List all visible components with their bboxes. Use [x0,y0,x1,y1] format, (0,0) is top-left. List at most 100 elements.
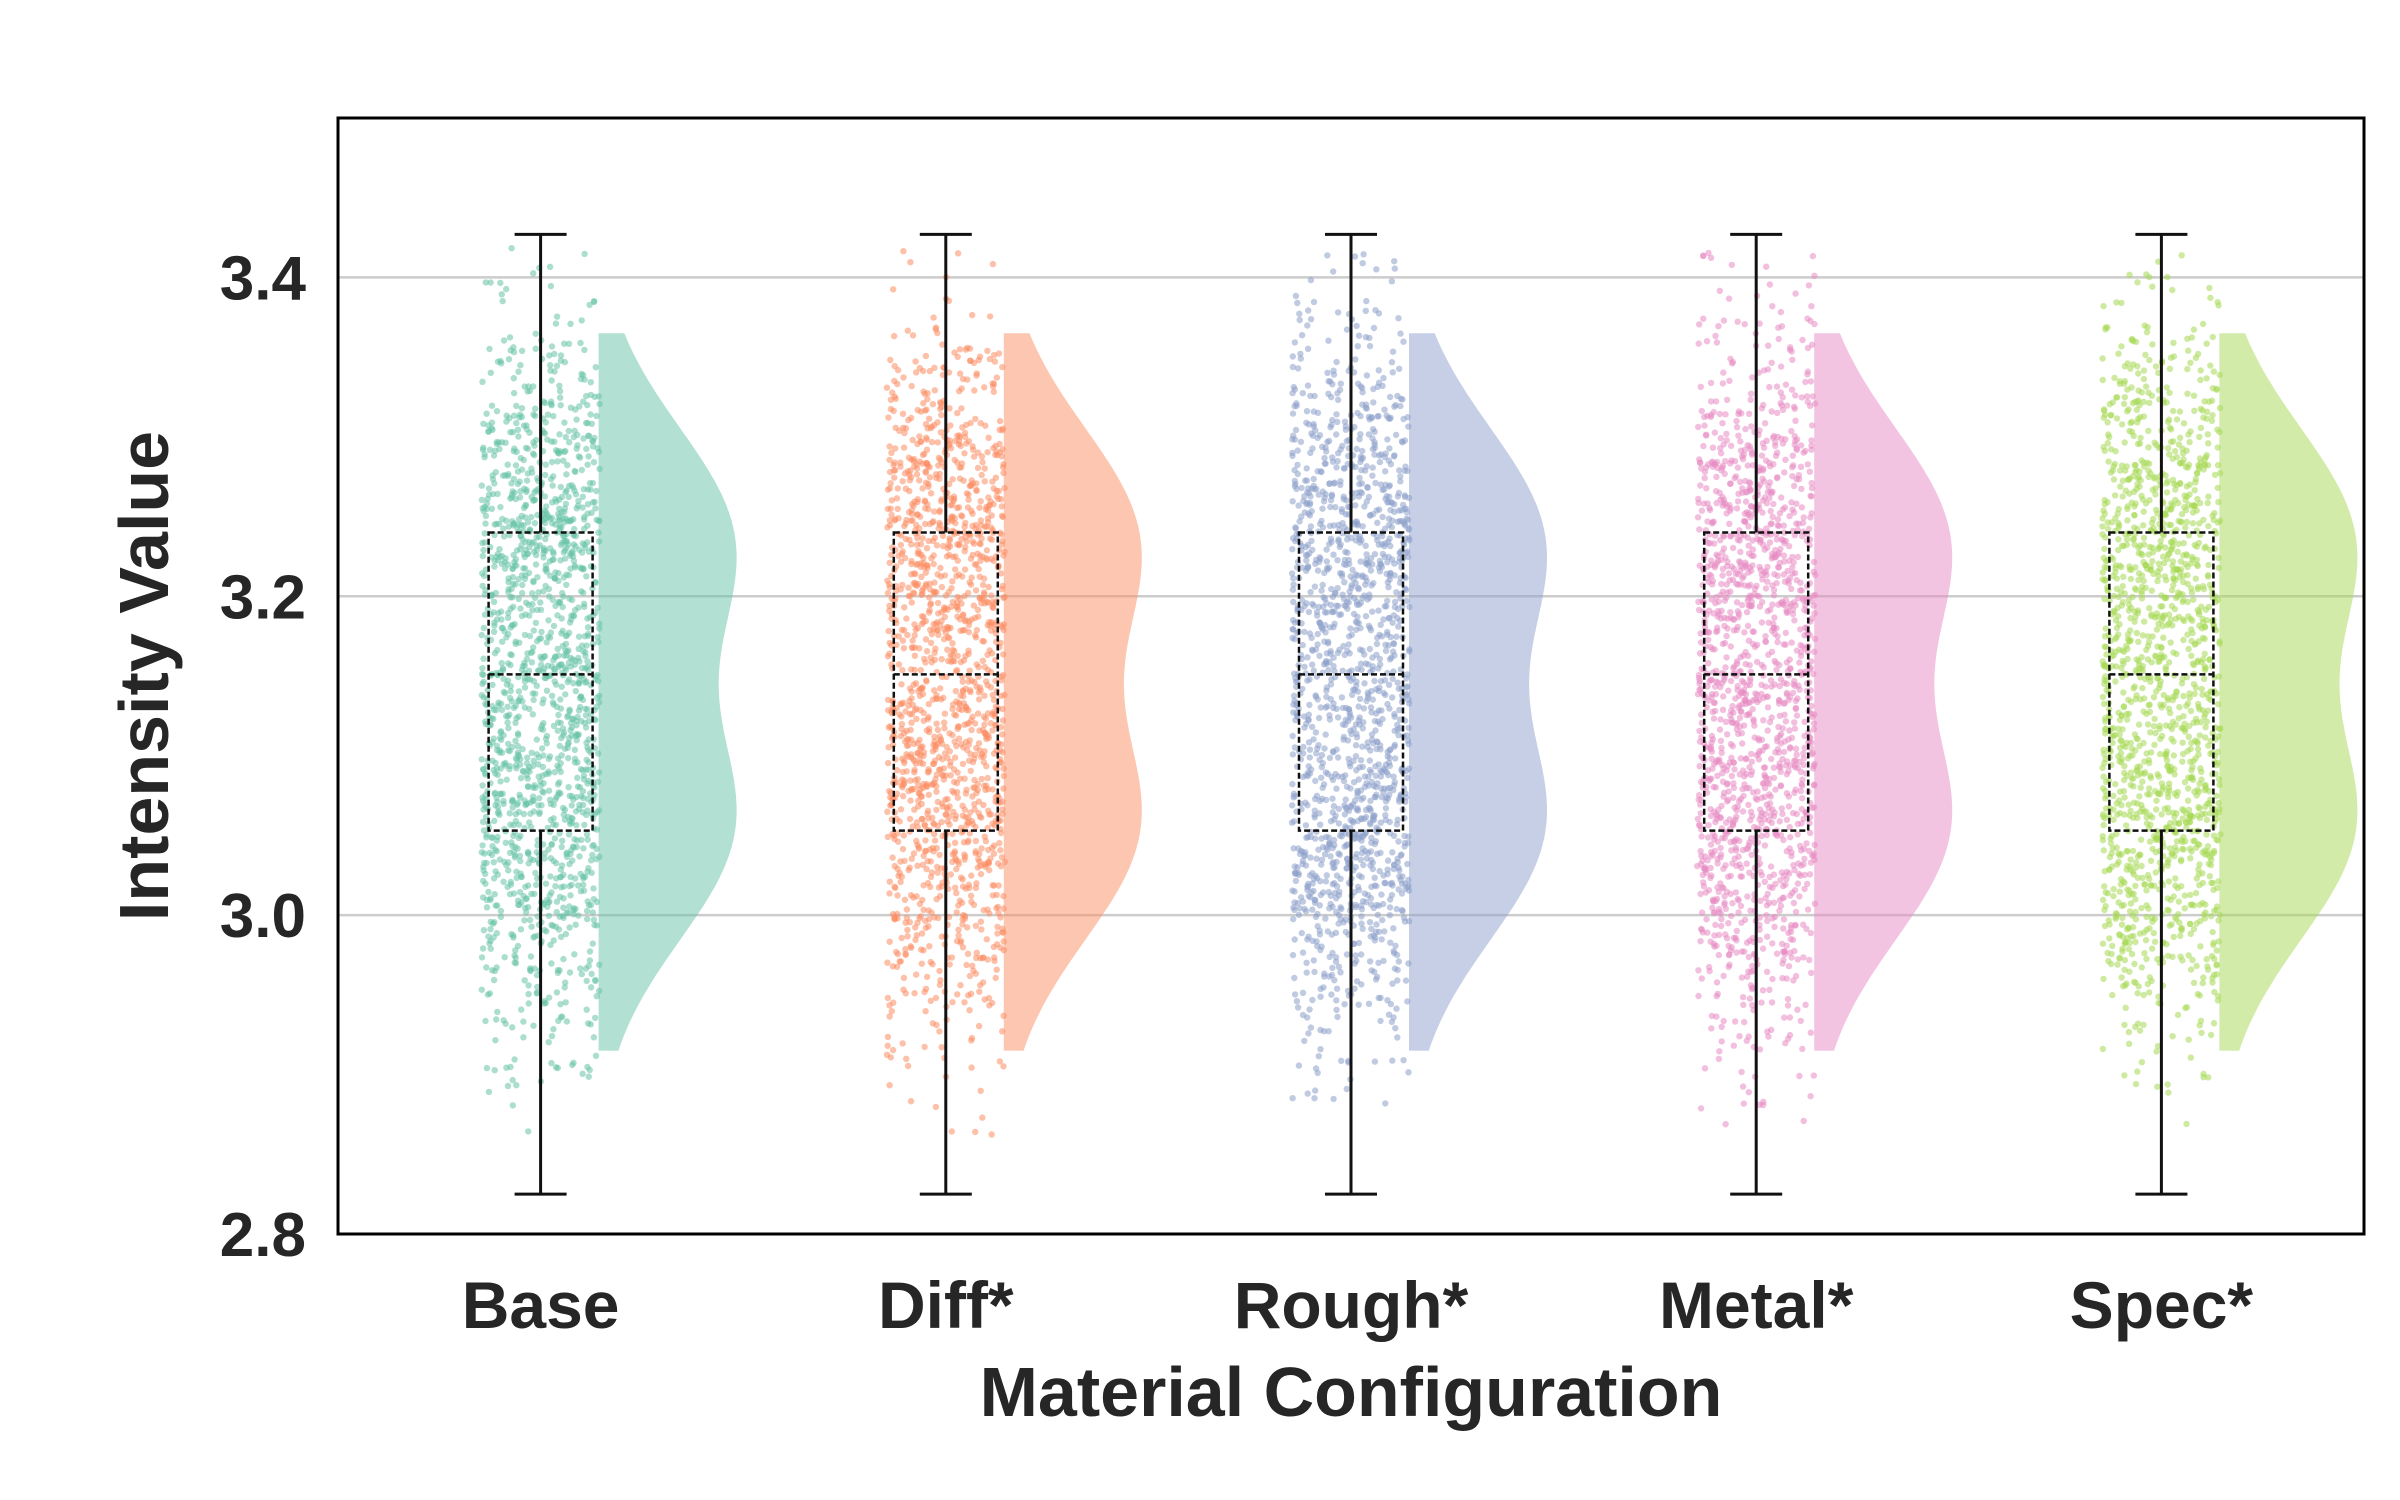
jitter-point [886,890,893,897]
jitter-point [944,545,951,552]
jitter-point [1328,393,1335,401]
jitter-point [528,749,535,756]
jitter-point [1378,541,1386,548]
jitter-point [972,415,979,423]
jitter-point [496,856,503,863]
jitter-point [1304,772,1312,780]
jitter-point [1363,780,1370,787]
jitter-point [536,795,543,802]
jitter-point [966,972,974,980]
jitter-point [571,836,578,843]
jitter-point [1307,392,1314,400]
jitter-point [553,362,561,369]
jitter-point [1323,844,1330,851]
jitter-point [955,699,963,706]
jitter-point [1399,396,1406,403]
jitter-point [954,794,961,801]
jitter-point [1385,1011,1393,1018]
jitter-point [1717,716,1724,723]
jitter-point [1390,925,1397,932]
jitter-point [534,983,541,991]
jitter-point [1348,691,1356,698]
jitter-point [1304,564,1311,572]
jitter-point [1330,859,1337,866]
jitter-point [947,445,955,452]
jitter-point [542,471,549,479]
jitter-point [974,710,982,717]
jitter-point [989,727,996,734]
jitter-point [936,851,943,859]
jitter-point [1000,1063,1007,1070]
jitter-point [927,490,935,497]
jitter-point [908,944,915,951]
jitter-point [521,917,528,924]
jitter-point [1719,706,1727,713]
jitter-point [958,741,965,748]
jitter-point [1789,356,1796,363]
jitter-point [904,631,911,639]
jitter-point [1305,763,1312,770]
jitter-point [965,491,972,498]
jitter-point [942,796,949,803]
jitter-point [592,673,600,680]
jitter-point [1366,645,1374,653]
jitter-point [584,1063,591,1071]
jitter-point [523,800,530,808]
jitter-point [1394,977,1401,984]
jitter-point [508,798,516,805]
jitter-point [1341,1001,1348,1008]
jitter-point [1326,540,1333,548]
jitter-point [1321,595,1329,603]
jitter-point [596,625,603,632]
jitter-point [1377,621,1384,628]
jitter-point [1330,662,1337,670]
jitter-point [1358,480,1366,487]
jitter-point [497,608,505,615]
jitter-point [1761,842,1769,849]
jitter-point [1329,844,1337,852]
jitter-point [1359,925,1366,932]
jitter-point [908,560,915,568]
jitter-point [989,260,997,268]
jitter-point [1328,991,1335,998]
jitter-point [480,877,487,885]
jitter-point [521,485,528,492]
jitter-point [560,574,568,581]
jitter-point [965,618,973,625]
jitter-point [954,504,961,512]
jitter-point [1356,646,1364,653]
jitter-point [941,572,949,579]
jitter-point [1327,503,1334,511]
jitter-point [1302,551,1310,559]
jitter-point [998,586,1006,593]
jitter-point [1406,646,1413,653]
jitter-point [585,759,592,766]
jitter-point [510,934,517,941]
jitter-point [527,953,535,960]
jitter-point [922,917,929,924]
jitter-point [1353,734,1361,741]
jitter-point [953,865,960,873]
jitter-point [479,582,486,590]
jitter-point [566,706,573,713]
jitter-point [592,364,599,371]
jitter-point [1318,751,1326,759]
jitter-point [1766,383,1773,391]
jitter-point [908,710,916,718]
jitter-point [481,591,489,598]
jitter-point [533,543,541,550]
jitter-point [532,561,540,568]
jitter-point [514,897,522,904]
jitter-point [1326,480,1333,487]
jitter-point [489,920,497,927]
jitter-point [1377,1017,1384,1025]
jitter-point [1351,985,1358,992]
jitter-point [1401,839,1409,847]
jitter-point [920,906,927,913]
jitter-point [1781,469,1788,476]
jitter-point [1773,536,1781,543]
jitter-point [1376,867,1383,875]
jitter-point [1745,542,1752,549]
jitter-point [1378,891,1385,898]
jitter-point [518,413,526,421]
